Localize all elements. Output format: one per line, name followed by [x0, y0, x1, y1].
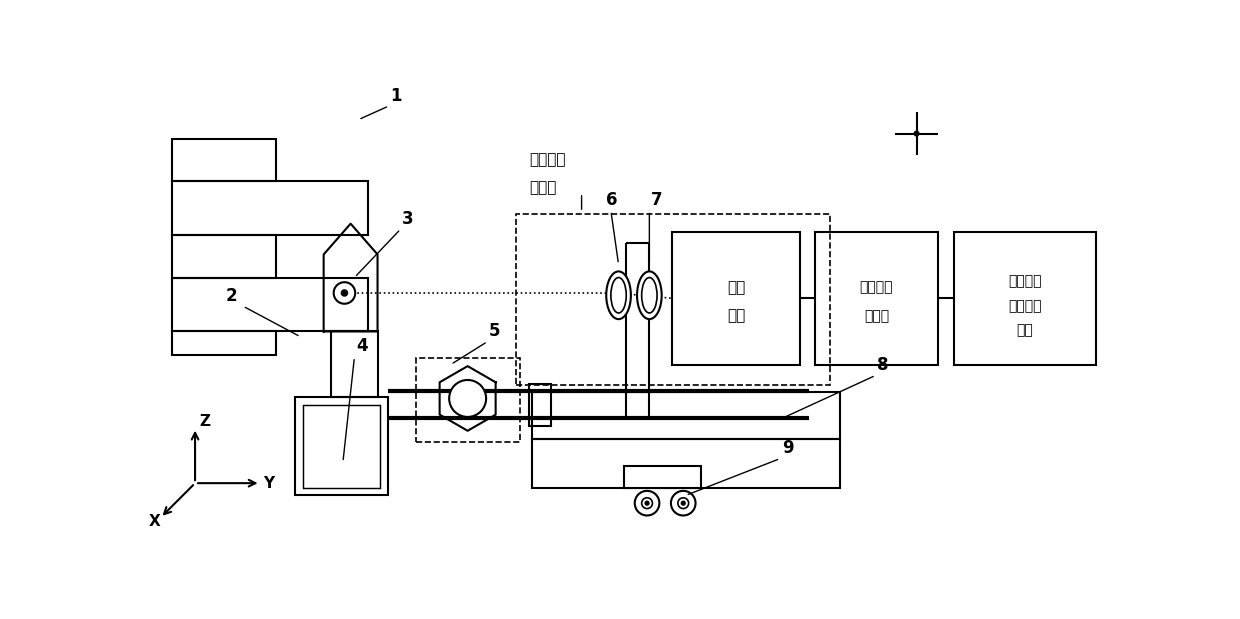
Circle shape	[671, 491, 696, 516]
Text: 9: 9	[781, 439, 794, 457]
Bar	[172, 277, 368, 331]
Text: 信号分析: 信号分析	[1008, 274, 1042, 288]
Bar	[624, 466, 701, 488]
Text: 子系统: 子系统	[529, 180, 557, 195]
Circle shape	[641, 498, 652, 509]
Text: 3: 3	[402, 210, 414, 228]
Circle shape	[449, 380, 486, 417]
Text: 系统: 系统	[1017, 324, 1033, 338]
Text: Y: Y	[263, 476, 274, 491]
Text: Z: Z	[198, 414, 210, 429]
Bar	[172, 331, 277, 355]
Circle shape	[914, 131, 919, 136]
Bar	[331, 331, 377, 397]
Text: 7: 7	[651, 191, 662, 209]
Circle shape	[635, 491, 660, 516]
Text: 图像采集: 图像采集	[529, 152, 565, 167]
Bar	[529, 384, 551, 426]
Text: X: X	[149, 514, 161, 529]
Text: 1: 1	[391, 87, 402, 105]
Bar	[954, 232, 1096, 365]
Circle shape	[334, 282, 355, 304]
Text: 2: 2	[226, 287, 238, 305]
Ellipse shape	[611, 277, 626, 313]
Text: 相机: 相机	[727, 308, 745, 324]
Text: 8: 8	[877, 356, 889, 374]
Text: 6: 6	[606, 191, 618, 209]
Text: 和处理子: 和处理子	[1008, 299, 1042, 313]
Circle shape	[681, 501, 686, 505]
Circle shape	[341, 290, 347, 296]
Bar	[516, 214, 831, 386]
Ellipse shape	[637, 271, 662, 319]
Bar	[532, 439, 839, 488]
Circle shape	[645, 501, 649, 505]
Bar	[815, 232, 939, 365]
Text: 子系统: 子系统	[864, 309, 889, 323]
Text: 工业: 工业	[727, 280, 745, 295]
Ellipse shape	[641, 277, 657, 313]
Bar	[295, 397, 388, 495]
Text: 图像处理: 图像处理	[859, 280, 893, 295]
Ellipse shape	[606, 271, 631, 319]
Bar	[303, 405, 379, 488]
Circle shape	[678, 498, 688, 509]
Bar	[672, 232, 800, 365]
Bar	[172, 139, 277, 181]
Bar	[172, 235, 277, 277]
Bar	[532, 392, 839, 439]
Bar	[172, 181, 368, 235]
Bar	[417, 358, 520, 441]
Text: 5: 5	[490, 322, 501, 340]
Text: 4: 4	[356, 337, 367, 355]
